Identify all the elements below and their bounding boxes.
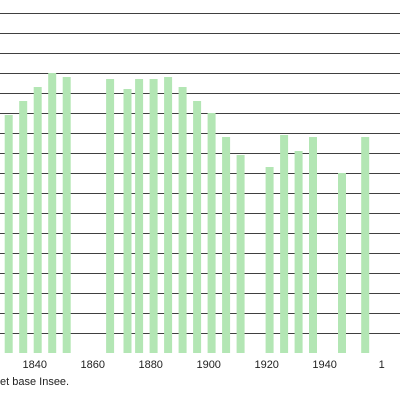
bar-1886 <box>164 77 173 353</box>
bars <box>4 73 370 353</box>
bar-1954 <box>361 137 370 353</box>
bar-1946 <box>338 173 346 353</box>
x-tick-label-1: 1860 <box>81 359 105 371</box>
x-tick-label-4: 1920 <box>254 359 278 371</box>
x-tick-label-5: 1940 <box>312 359 336 371</box>
x-tick-label-6: 1 <box>379 359 385 371</box>
bar-1906 <box>222 137 231 353</box>
bar-1936 <box>309 137 317 353</box>
bar-1872 <box>123 89 132 353</box>
bar-1836 <box>19 101 28 353</box>
bar-1846 <box>48 73 57 353</box>
bar-1851 <box>62 77 71 353</box>
bar-1866 <box>106 79 115 353</box>
x-tick-label-3: 1900 <box>196 359 220 371</box>
source-note: et base Insee. <box>0 376 70 388</box>
x-axis-tick-labels: 1840 1860 1880 1900 1920 1940 1 <box>23 359 385 371</box>
bar-1911 <box>236 155 245 353</box>
bar-1901 <box>207 113 216 353</box>
bar-1891 <box>178 87 187 353</box>
bar-1931 <box>294 151 303 353</box>
bar-1876 <box>135 79 144 353</box>
x-tick-label-0: 1840 <box>23 359 47 371</box>
x-tick-label-2: 1880 <box>138 359 162 371</box>
bar-1921 <box>265 167 274 353</box>
bar-1896 <box>193 101 202 353</box>
bar-1881 <box>149 79 158 353</box>
bar-1926 <box>280 135 289 353</box>
bar-1841 <box>33 87 42 353</box>
bar-1831 <box>4 115 13 353</box>
